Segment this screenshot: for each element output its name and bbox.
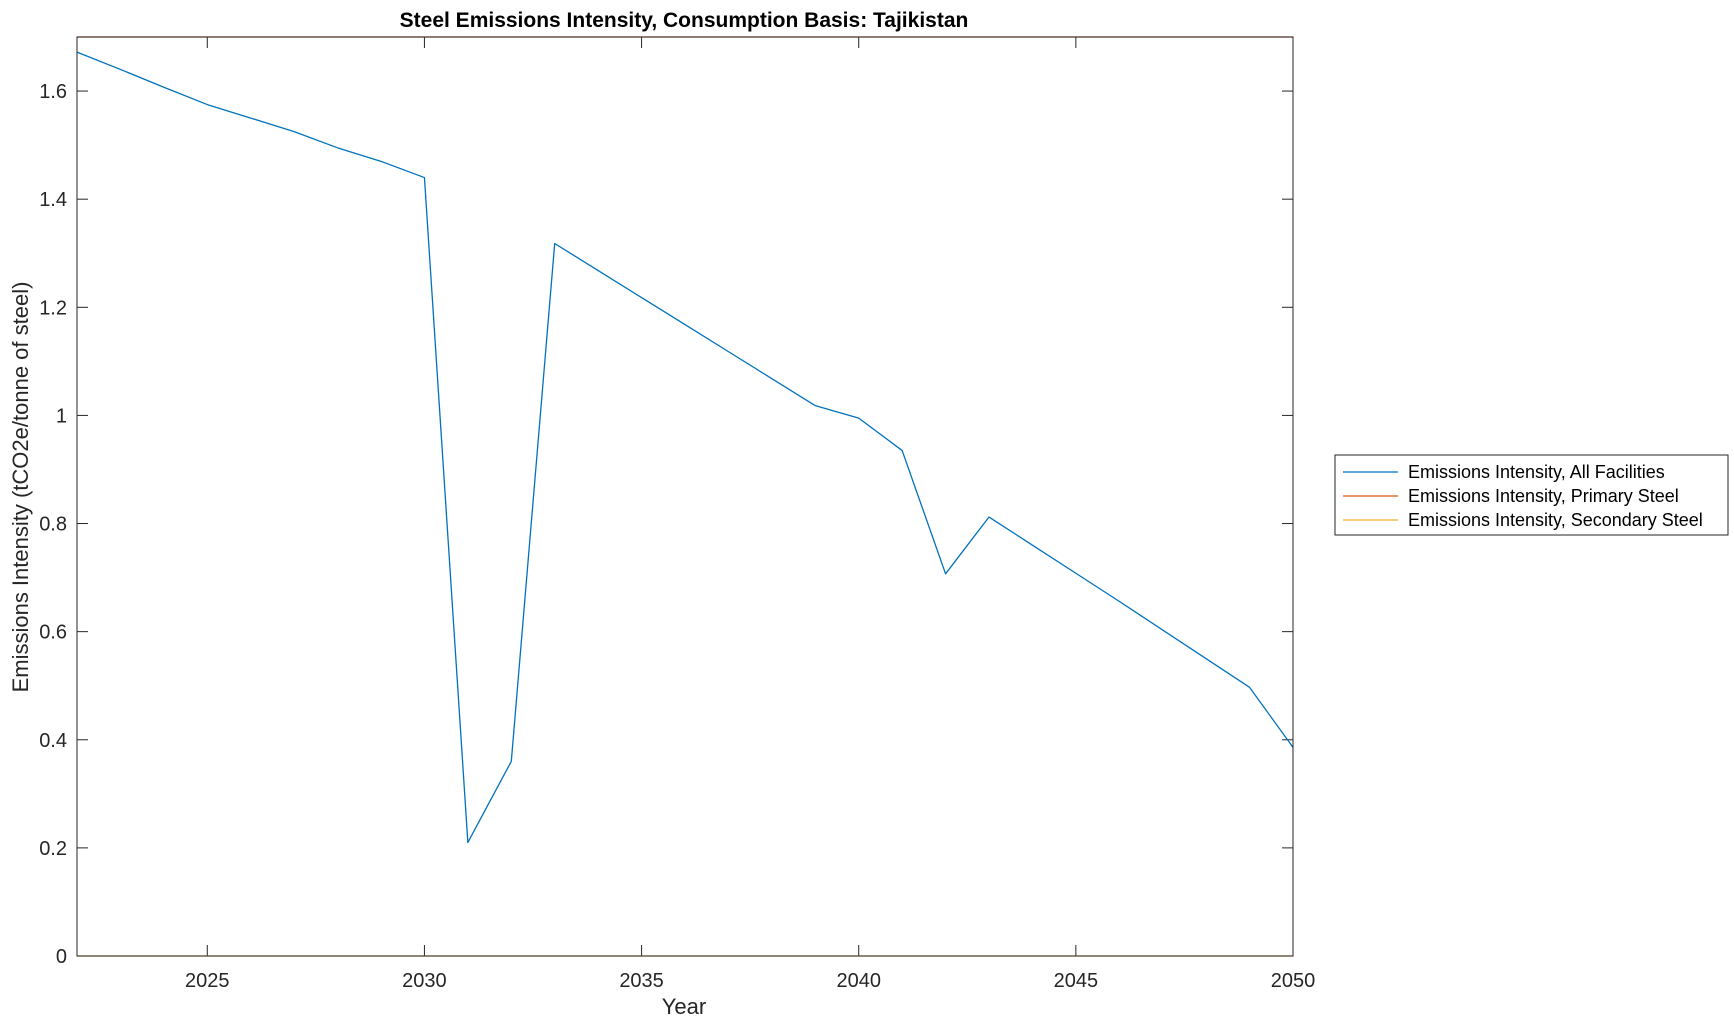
series-line-emissions-intensity-all-facilities: [76, 51, 1294, 844]
y-axis-title: Emissions Intensity (tCO2e/tonne of stee…: [8, 282, 33, 693]
x-tick-label: 2050: [1271, 970, 1316, 992]
x-tick-label: 2025: [185, 970, 230, 992]
y-tick-label: 0: [56, 946, 67, 968]
plot-frame: [76, 36, 1294, 957]
legend-label: Emissions Intensity, Primary Steel: [1408, 486, 1679, 506]
y-tick-label: 0.4: [39, 730, 67, 752]
x-tick-label: 2030: [402, 970, 447, 992]
y-tick-label: 1.6: [39, 81, 67, 103]
legend: Emissions Intensity, All Facilities Emiss…: [1334, 454, 1729, 536]
y-tick-label: 1: [56, 405, 67, 427]
y-tick-label: 1.2: [39, 297, 67, 319]
chart-title: Steel Emissions Intensity, Consumption B…: [400, 9, 969, 32]
plot-area: 0 0.2 0.4 0.6 0.8 1 1.2 1.4 1.6 2025 2030 2035 2040…: [39, 36, 1315, 992]
y-tick-label: 0.8: [39, 514, 67, 536]
x-tick-label: 2035: [619, 970, 664, 992]
y-axis: 0 0.2 0.4 0.6 0.8 1 1.2 1.4 1.6: [39, 81, 1293, 968]
plot-background: [77, 37, 1293, 956]
y-tick-label: 0.2: [39, 838, 67, 860]
y-tick-label: 0.6: [39, 622, 67, 644]
x-tick-label: 2040: [836, 970, 881, 992]
legend-label: Emissions Intensity, All Facilities: [1408, 462, 1665, 482]
legend-label: Emissions Intensity, Secondary Steel: [1408, 510, 1703, 530]
x-axis-title: Year: [662, 994, 706, 1019]
x-axis: 2025 2030 2035 2040 2045 2050: [185, 37, 1315, 992]
legend-box: [1334, 454, 1729, 536]
x-tick-label: 2045: [1054, 970, 1099, 992]
y-tick-label: 1.4: [39, 189, 67, 211]
